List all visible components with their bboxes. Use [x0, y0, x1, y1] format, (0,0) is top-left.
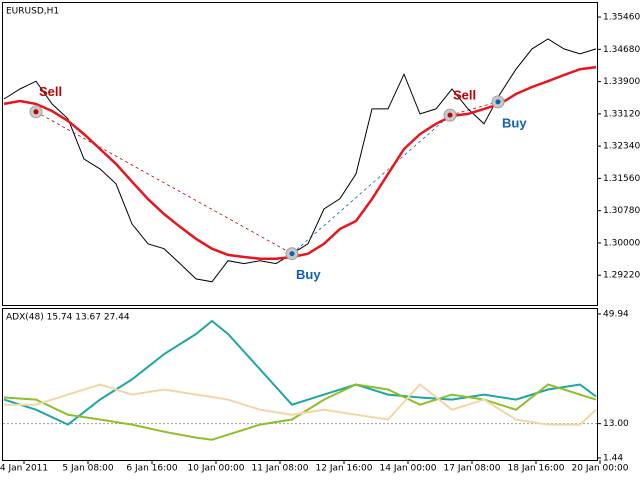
trade-marker-dot	[447, 112, 453, 118]
trade-label: Sell	[39, 84, 62, 99]
trade-label: Buy	[296, 267, 321, 282]
series-line	[3, 319, 597, 426]
y-tick-label: 1.34680	[603, 45, 640, 55]
x-tick-label: 20 Jan 00:00	[572, 464, 629, 474]
y-tick-label: 1.35460	[603, 13, 640, 23]
x-tick-label: 12 Jan 16:00	[316, 464, 373, 474]
trade-label: Buy	[502, 115, 527, 130]
x-tick-label: 11 Jan 08:00	[252, 464, 309, 474]
trade-connector	[291, 114, 451, 255]
x-tick-label: 10 Jan 00:00	[188, 464, 245, 474]
y-tick-label: 1.32340	[603, 142, 640, 152]
price-panel	[2, 2, 598, 306]
x-tick-label: 14 Jan 00:00	[380, 464, 437, 474]
trade-marker-dot	[33, 109, 39, 115]
trade-marker-dot	[289, 251, 295, 257]
y-tick-label: 1.44	[603, 453, 623, 463]
adx-panel	[2, 308, 598, 461]
indicator-title: ADX(48) 15.74 13.67 27.44	[6, 313, 130, 323]
x-tick-label: 6 Jan 16:00	[126, 464, 178, 474]
y-tick-label: 1.33120	[603, 109, 640, 119]
chart-title: EURUSD,H1	[6, 7, 59, 17]
series-line	[4, 383, 597, 426]
y-tick-label: 1.33900	[603, 77, 640, 87]
y-tick-label: 13.00	[603, 419, 629, 429]
x-tick-label: 5 Jan 08:00	[62, 464, 114, 474]
y-tick-label: 1.30000	[603, 238, 640, 248]
trade-label: Sell	[453, 88, 476, 103]
y-tick-label: 1.30780	[603, 206, 640, 216]
x-tick-label: 4 Jan 2011	[0, 464, 48, 474]
series-line	[3, 383, 597, 441]
y-tick-label: 1.29220	[603, 271, 640, 281]
x-tick-label: 18 Jan 16:00	[508, 464, 565, 474]
y-tick-label: 1.31560	[603, 174, 640, 184]
x-tick-label: 17 Jan 08:00	[444, 464, 501, 474]
trade-marker-dot	[495, 99, 501, 105]
trade-connector	[449, 101, 499, 116]
y-tick-label: 49.94	[603, 310, 629, 320]
trade-connector	[35, 111, 293, 255]
